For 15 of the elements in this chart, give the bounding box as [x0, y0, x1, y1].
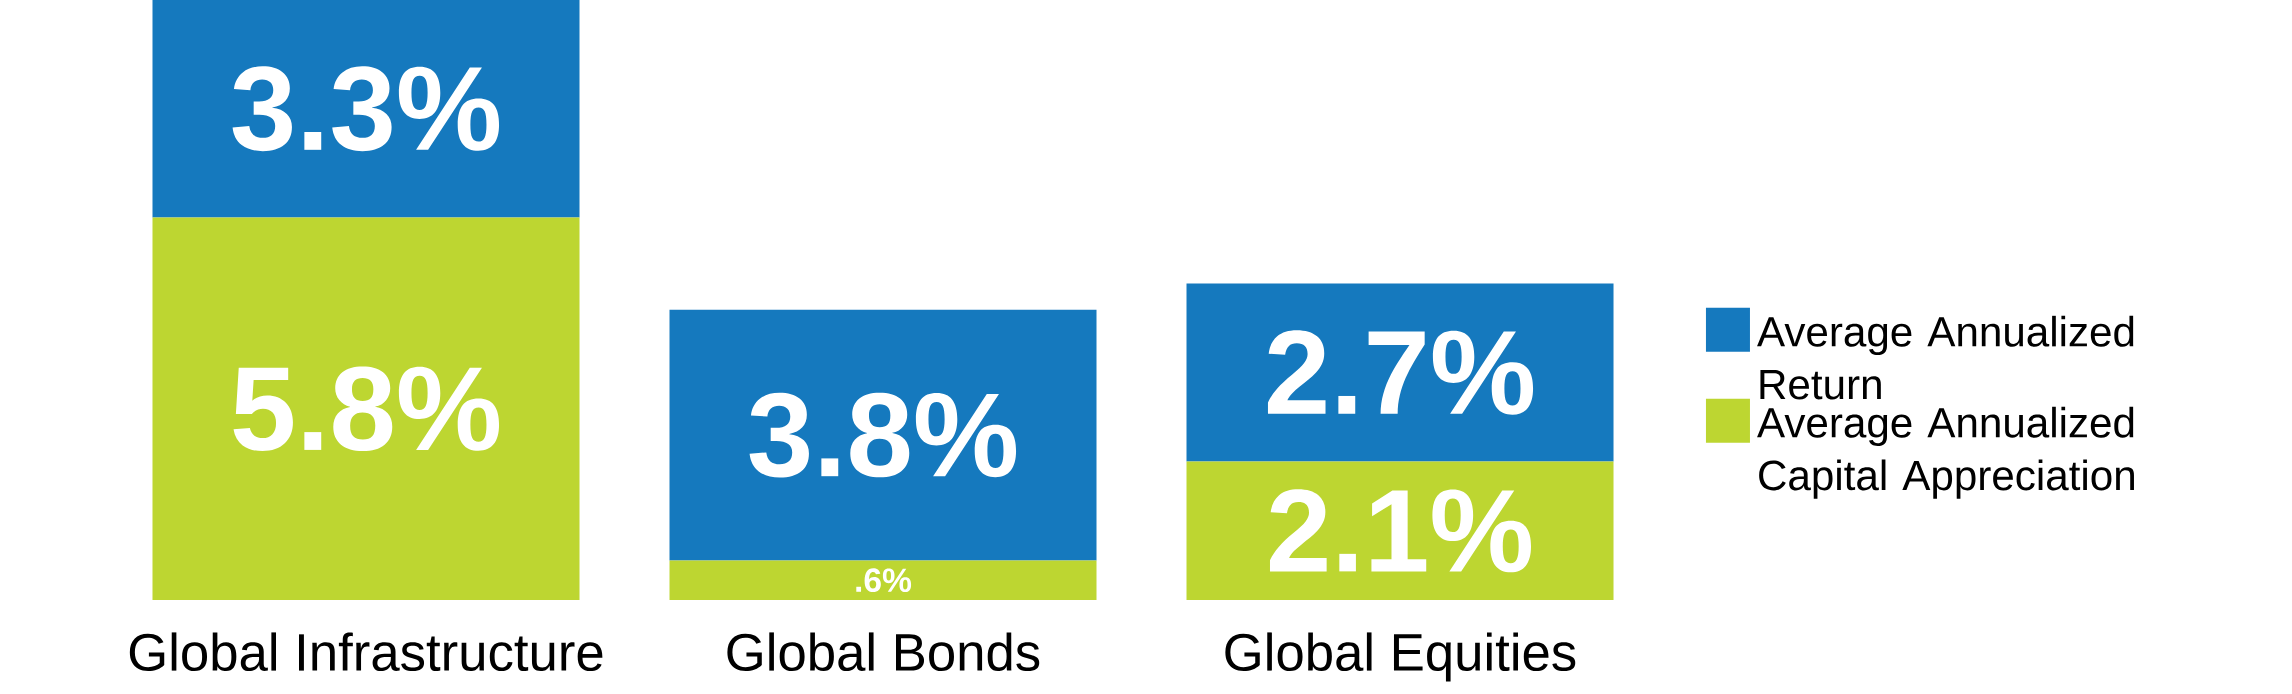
data-label: 2.7%: [1267, 330, 1534, 415]
legend-label: Average Annualized Capital Appreciation: [1757, 406, 2134, 499]
bar: [152, 217, 580, 600]
x-tick-label: Global Bonds: [727, 632, 1040, 672]
data-label: 5.8%: [233, 366, 500, 452]
data-label: 3.3%: [232, 66, 500, 152]
bar: [669, 560, 1097, 600]
legend-label: Average Annualized Return: [1757, 315, 2134, 400]
data-label: .6%: [856, 568, 912, 593]
bar: [152, 0, 580, 218]
x-tick-label: Global Infrastructure: [129, 632, 603, 672]
bar: [669, 309, 1097, 561]
data-label: 3.8%: [749, 392, 1017, 478]
data-label: 2.1%: [1269, 489, 1532, 573]
x-tick-label: Global Equities: [1225, 632, 1576, 682]
